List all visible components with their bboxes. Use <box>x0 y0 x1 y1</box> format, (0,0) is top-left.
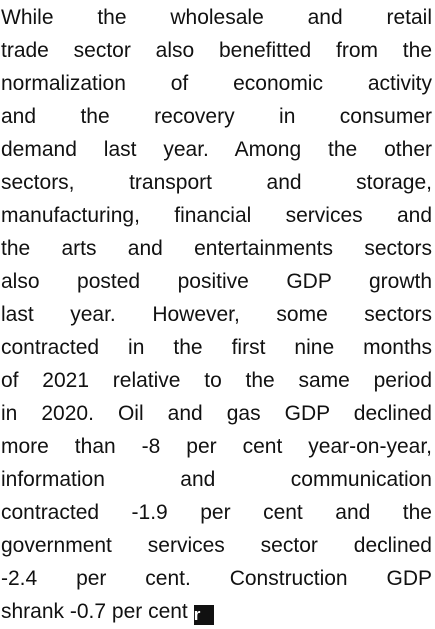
text-line: government services sector declined <box>1 529 432 562</box>
line-text: -2.4 per cent. Construction GDP <box>1 567 432 590</box>
line-text: While the wholesale and retail <box>1 6 432 29</box>
text-line: more than -8 per cent year-on-year, <box>1 430 432 463</box>
text-line: -2.4 per cent. Construction GDP <box>1 562 432 595</box>
line-text: shrank -0.7 per cent <box>1 600 188 623</box>
line-text: demand last year. Among the other <box>1 138 432 161</box>
text-line: and the recovery in consumer <box>1 100 432 133</box>
text-line: normalization of economic activity <box>1 67 432 100</box>
line-text: manufacturing, financial services and <box>1 204 432 227</box>
text-line: contracted -1.9 per cent and the <box>1 496 432 529</box>
line-text: sectors, transport and storage, <box>1 171 432 194</box>
line-text: trade sector also benefitted from the <box>1 39 432 62</box>
text-line: in 2020. Oil and gas GDP declined <box>1 397 432 430</box>
line-text: information and communication <box>1 468 432 491</box>
text-line: While the wholesale and retail <box>1 1 432 34</box>
line-text: more than -8 per cent year-on-year, <box>1 435 432 458</box>
text-line: also posted positive GDP growth <box>1 265 432 298</box>
text-line: trade sector also benefitted from the <box>1 34 432 67</box>
text-line: demand last year. Among the other <box>1 133 432 166</box>
line-text: and the recovery in consumer <box>1 105 432 128</box>
text-line: last year. However, some sectors <box>1 298 432 331</box>
line-text: contracted -1.9 per cent and the <box>1 501 432 524</box>
line-text: in 2020. Oil and gas GDP declined <box>1 402 432 425</box>
text-line: information and communication <box>1 463 432 496</box>
text-line: manufacturing, financial services and <box>1 199 432 232</box>
line-text: of 2021 relative to the same period <box>1 369 432 392</box>
line-text: government services sector declined <box>1 534 432 557</box>
text-line: the arts and entertainments sectors <box>1 232 432 265</box>
line-text: contracted in the first nine months <box>1 336 432 359</box>
text-line: of 2021 relative to the same period <box>1 364 432 397</box>
text-line: sectors, transport and storage, <box>1 166 432 199</box>
line-text: last year. However, some sectors <box>1 303 432 326</box>
line-text: also posted positive GDP growth <box>1 270 432 293</box>
line-text: the arts and entertainments sectors <box>1 237 432 260</box>
line-text: normalization of economic activity <box>1 72 432 95</box>
text-line: contracted in the first nine months <box>1 331 432 364</box>
text-line: shrank -0.7 per cent r <box>1 595 432 628</box>
end-icon: r <box>193 605 214 625</box>
